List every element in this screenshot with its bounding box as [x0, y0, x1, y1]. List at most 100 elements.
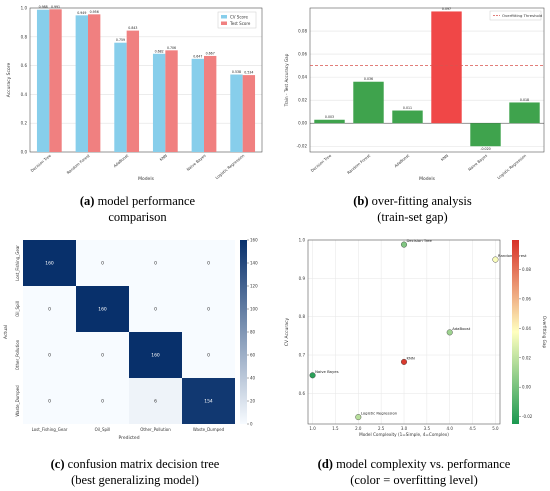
caption-c-line2: (best generalizing model)	[71, 473, 199, 487]
bar-test	[126, 30, 140, 152]
caption-a-tag: (a)	[79, 194, 95, 208]
bar-value-label: 0.534	[244, 71, 253, 75]
colorbar-tick-label: 100	[250, 307, 258, 312]
y-tick-label: 0.2	[21, 121, 28, 126]
bar-value-label: 0.682	[155, 49, 164, 53]
cell-value: 0	[207, 261, 210, 267]
scatter-point	[309, 372, 316, 379]
bar-value-label: -0.020	[480, 147, 490, 151]
y-tick-label: 0.02	[298, 98, 307, 103]
x-tick-label: Naive Bayes	[467, 153, 488, 172]
cell-value: 160	[151, 353, 160, 359]
point-label: KNN	[407, 355, 415, 360]
panel-a: 0.0 0.2 0.4 0.6 0.8 1.0 0.988 0.991 Decision Tre…	[0, 0, 270, 185]
colorbar-tick-label: 160	[250, 238, 258, 243]
cell-value: 0	[101, 353, 104, 359]
caption-b-line1: over-fitting analysis	[371, 194, 472, 208]
chart-a: 0.0 0.2 0.4 0.6 0.8 1.0 0.988 0.991 Decision Tre…	[6, 5, 263, 182]
bar-value-label: 0.956	[90, 10, 99, 14]
x-tick-label: Random Forest	[66, 153, 91, 176]
colorbar-tick-label: 140	[250, 261, 258, 266]
plot-frame	[309, 7, 545, 153]
x-tick-label: 2.5	[378, 426, 385, 431]
heatmap-cell	[182, 240, 235, 286]
bar-value-label: 0.097	[442, 7, 451, 11]
x-tick-label: 1.5	[332, 426, 339, 431]
heatmap-cell	[129, 378, 182, 424]
bar-cv	[114, 42, 127, 153]
heatmap-cell	[76, 240, 129, 286]
bar-value-label: 0.667	[206, 51, 215, 55]
y-axis-label: Actual	[3, 325, 9, 339]
heatmap-cell	[182, 378, 235, 424]
heatmap-cell	[76, 378, 129, 424]
bar-value-label: 0.759	[116, 38, 125, 42]
x-tick-label: Other_Pollution	[140, 427, 171, 432]
colorbar	[240, 240, 247, 424]
y-tick-label: Lost_Fishing_Gear	[15, 245, 20, 281]
x-tick-label: AdaBoost	[112, 153, 129, 169]
y-tick-label: 0.00	[298, 121, 307, 126]
x-tick-label: Waste_Dumped	[193, 427, 225, 432]
heatmap-cell	[76, 286, 129, 332]
cell-value: 0	[207, 307, 210, 313]
cell-value: 160	[98, 307, 107, 313]
gap-bar	[431, 11, 462, 124]
x-tick-label: 4.5	[469, 426, 476, 431]
x-tick-label: 3.0	[401, 426, 408, 431]
y-tick-label: -0.02	[297, 144, 308, 149]
caption-d-line2: (color = overfitting level)	[350, 473, 478, 487]
cell-value: 0	[207, 353, 210, 359]
bar-value-label: 0.843	[128, 26, 137, 30]
heatmap-cell	[129, 286, 182, 332]
colorbar-tick-label: 20	[250, 399, 256, 404]
bar-test	[204, 55, 217, 153]
caption-b-tag: (b)	[353, 194, 369, 208]
y-tick-label: 0.08	[298, 29, 307, 34]
point-label: Decision Tree	[407, 238, 433, 243]
point-label: Logistic Regression	[361, 411, 398, 416]
x-tick-label: 1.0	[309, 426, 316, 431]
colorbar	[512, 240, 519, 424]
y-tick-label: Other_Pollution	[15, 339, 20, 370]
plot-frame	[307, 239, 501, 425]
y-tick-label: 0.8	[299, 314, 306, 319]
scatter-point	[400, 241, 407, 248]
gap-bar	[470, 123, 501, 147]
bar-value-label: 0.647	[193, 54, 202, 58]
x-tick-label: KNN	[159, 153, 169, 162]
x-axis-label: Predicted	[118, 435, 139, 441]
colorbar-tick-label: 0.04	[522, 326, 531, 331]
colorbar-tick-label: 60	[250, 353, 256, 358]
cell-value: 6	[154, 399, 157, 405]
chart-d: 1.0 1.5 2.0 2.5 3.0 3.5 4.0 4.5 5.0 0.6 0.7 0.8 0.9 1…	[284, 238, 547, 438]
chart-c: 160 0 0 0 0 160 0 0 0 0 160 0 0 0 6 154 Lost_Fishing_Gea…	[3, 238, 258, 442]
legend-swatch	[221, 21, 227, 25]
heatmap-cell	[23, 240, 76, 286]
y-tick-label: 1.0	[299, 238, 306, 243]
colorbar-tick-label: 0.06	[522, 296, 531, 301]
y-axis-label: Accuracy Score	[6, 62, 12, 97]
y-axis-label: CV Accuracy	[284, 318, 290, 347]
cell-value: 0	[48, 353, 51, 359]
colorbar-tick-label: 80	[250, 330, 256, 335]
bar-test	[165, 50, 178, 152]
y-tick-label: 0.7	[299, 353, 306, 358]
bar-value-label: 0.538	[232, 70, 241, 74]
x-tick-label: 4.0	[447, 426, 454, 431]
bar-value-label: 0.036	[364, 77, 373, 81]
caption-c-line1: confusion matrix decision tree	[67, 457, 220, 471]
scatter-point	[492, 256, 499, 263]
legend-swatch	[221, 15, 227, 19]
y-tick-label: Oil_Spill	[15, 301, 20, 317]
heatmap-cell	[182, 332, 235, 378]
heatmap-cell	[23, 378, 76, 424]
bar-value-label: 0.991	[51, 5, 60, 9]
legend-label: Test Score	[229, 21, 251, 26]
x-tick-label: Oil_Spill	[95, 427, 111, 432]
cell-value: 0	[48, 307, 51, 313]
bar-cv	[36, 9, 50, 153]
x-tick-label: 5.0	[492, 426, 499, 431]
colorbar-tick-label: 0	[250, 422, 253, 427]
cell-value: 160	[45, 261, 54, 267]
